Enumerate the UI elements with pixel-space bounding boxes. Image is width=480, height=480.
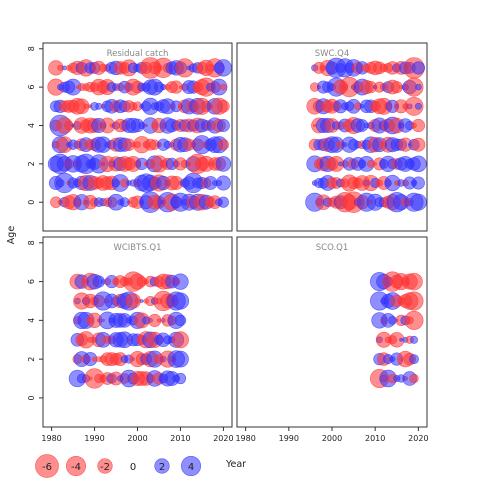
legend-label: 4 — [188, 462, 194, 473]
legend-entry: 2 — [154, 458, 170, 474]
bubble-point — [134, 298, 141, 304]
bubbles — [47, 57, 232, 213]
x-tick-label: 1980 — [235, 434, 255, 443]
bubble-point — [409, 193, 427, 211]
legend-bubble — [66, 455, 87, 476]
legend-bubble — [35, 454, 59, 478]
panel-2: SWC.Q4 — [236, 42, 428, 232]
bubble-point — [410, 335, 418, 344]
y-tick-label: 6 — [27, 279, 36, 284]
legend-bubble — [181, 455, 202, 476]
x-tick-label: 1990 — [279, 434, 299, 443]
bubble-point — [210, 78, 228, 96]
y-tick-label: 4 — [27, 123, 36, 128]
bubble-point — [404, 310, 424, 330]
bubble-point — [57, 64, 64, 71]
bubble-point — [174, 372, 187, 385]
legend-label: 2 — [159, 462, 165, 473]
bubble-point — [214, 59, 232, 77]
panel-4: SCO.Q1 — [236, 236, 428, 428]
x-tick-label: 2000 — [127, 434, 147, 443]
bubble-point — [399, 337, 403, 342]
panel-frame — [42, 42, 233, 232]
bubble-point — [172, 350, 189, 368]
bubble-point — [409, 373, 419, 384]
y-tick-label: 0 — [27, 395, 36, 400]
legend-layer: -6 -4 -2 0 2 4 — [35, 454, 202, 478]
bubble-point — [217, 100, 230, 113]
panel-frame — [236, 42, 428, 232]
panels-layer: Residual catch SWC.Q4 WCIBTS.Q1 SCO.Q1 — [42, 42, 428, 428]
bubble-point — [404, 96, 424, 116]
bubble-point — [405, 272, 423, 291]
bubble-point — [171, 292, 190, 310]
x-tick-label: 1990 — [84, 434, 104, 443]
panel-title: SCO.Q1 — [316, 243, 348, 253]
panel-3: WCIBTS.Q1 — [42, 236, 233, 428]
x-tick-label: 2020 — [213, 434, 233, 443]
bubble-point — [411, 176, 425, 190]
panel-title: SWC.Q4 — [315, 49, 350, 59]
y-tick-label: 4 — [27, 318, 36, 323]
y-tick-label: 2 — [27, 161, 36, 166]
panel-title: Residual catch — [107, 49, 169, 59]
y-axis-label: Age — [6, 226, 17, 245]
panel-frame — [236, 236, 428, 428]
x-axis-label: Year — [225, 459, 246, 470]
bubble-point — [411, 61, 425, 75]
bubble-point — [174, 314, 187, 327]
bubble-point — [216, 119, 230, 132]
panel-frame — [42, 236, 233, 428]
y-tick-label: 2 — [27, 357, 36, 362]
bubble-point — [411, 137, 426, 152]
legend-label: -2 — [100, 462, 110, 473]
bubble-point — [410, 155, 427, 173]
bubble-point — [215, 156, 232, 172]
legend-entry: -4 — [66, 455, 87, 476]
x-tick-label: 2000 — [322, 434, 342, 443]
legend-bubble — [154, 458, 170, 474]
legend-entry: -6 — [35, 454, 59, 478]
x-tick-label: 1980 — [41, 434, 61, 443]
y-tick-label: 8 — [27, 240, 36, 245]
bubble-point — [415, 83, 422, 91]
y-tick-label: 8 — [27, 46, 36, 51]
bubble-point — [140, 299, 144, 303]
legend-entry: -2 — [97, 458, 113, 474]
x-tick-label: 2010 — [365, 434, 385, 443]
y-tick-label: 6 — [27, 85, 36, 90]
panel-title: WCIBTS.Q1 — [113, 243, 161, 253]
bubbles — [305, 57, 427, 213]
bubbles — [370, 271, 424, 388]
bubble-point — [172, 331, 189, 349]
bubble-point — [409, 354, 419, 365]
panel-1: Residual catch — [42, 42, 233, 232]
bubble-point — [414, 102, 422, 110]
x-tick-label: 2010 — [170, 434, 190, 443]
bubble-point — [404, 291, 424, 311]
legend-entry: 4 — [181, 455, 202, 476]
x-tick-label: 2020 — [408, 434, 428, 443]
bubble-point — [215, 175, 231, 191]
legend-bubble — [97, 458, 113, 474]
legend-entry: 0 — [130, 462, 136, 473]
bubble-point — [411, 118, 426, 133]
bubble-point — [83, 103, 89, 110]
bubble-point — [217, 139, 229, 151]
bubbles — [68, 271, 190, 389]
bubble-point — [172, 273, 189, 290]
legend-label: -6 — [42, 462, 52, 473]
bubble-point — [220, 83, 227, 91]
legend-label: 0 — [130, 462, 136, 473]
legend-label: -4 — [71, 462, 81, 473]
y-tick-label: 0 — [27, 200, 36, 205]
bubble-point — [217, 196, 229, 208]
bubble-point — [156, 318, 162, 323]
